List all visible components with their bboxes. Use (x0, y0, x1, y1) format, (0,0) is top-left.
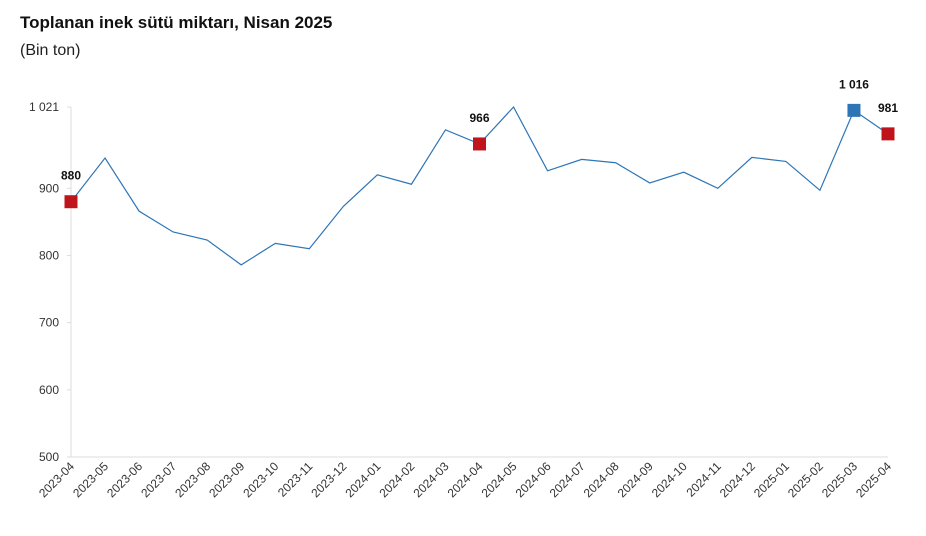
x-tick-label: 2023-12 (308, 459, 349, 500)
x-tick-label: 2024-12 (717, 459, 758, 500)
y-tick-label: 1 021 (29, 100, 59, 114)
x-tick-label: 2023-06 (104, 459, 145, 500)
x-tick-label: 2023-11 (275, 459, 316, 500)
data-label: 966 (469, 111, 489, 125)
x-tick-label: 2023-05 (70, 459, 111, 500)
y-tick-label: 900 (39, 181, 59, 195)
x-tick-label: 2023-08 (172, 459, 213, 500)
chart-subtitle: (Bin ton) (20, 42, 80, 59)
x-tick-label: 2024-04 (445, 459, 486, 500)
y-tick-label: 700 (39, 316, 59, 330)
x-tick-label: 2025-03 (819, 459, 860, 500)
marker (881, 127, 895, 141)
x-tick-label: 2024-01 (342, 459, 383, 500)
x-tick-label: 2024-10 (649, 459, 690, 500)
x-tick-label: 2025-04 (853, 459, 894, 500)
data-label: 981 (878, 101, 898, 115)
data-label: 880 (61, 169, 81, 183)
x-tick-label: 2023-07 (138, 459, 179, 500)
x-tick-label: 2024-05 (479, 459, 520, 500)
x-tick-label: 2024-11 (683, 459, 724, 500)
x-tick-label: 2024-09 (615, 459, 656, 500)
data-label: 1 016 (839, 77, 869, 91)
x-tick-label: 2023-10 (240, 459, 281, 500)
marker (64, 195, 78, 209)
x-tick-label: 2025-01 (751, 459, 792, 500)
y-tick-label: 600 (39, 383, 59, 397)
y-tick-label: 500 (39, 450, 59, 464)
x-tick-label: 2023-04 (36, 459, 77, 500)
x-tick-label: 2024-08 (581, 459, 622, 500)
x-tick-label: 2024-06 (513, 459, 554, 500)
x-tick-label: 2024-02 (376, 459, 417, 500)
marker (473, 137, 486, 151)
chart-title: Toplanan inek sütü miktarı, Nisan 2025 (20, 13, 332, 32)
line (70, 105, 889, 266)
x-tick-label: 2024-07 (547, 459, 588, 500)
x-tick-label: 2024-03 (411, 459, 452, 500)
marker (847, 103, 861, 117)
x-tick-label: 2025-02 (785, 459, 826, 500)
y-tick-label: 800 (39, 248, 59, 262)
x-tick-label: 2023-09 (206, 459, 247, 500)
